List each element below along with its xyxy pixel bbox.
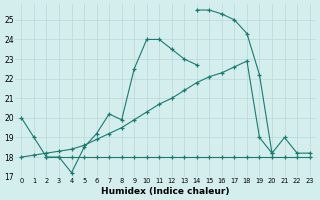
X-axis label: Humidex (Indice chaleur): Humidex (Indice chaleur) [101, 187, 230, 196]
